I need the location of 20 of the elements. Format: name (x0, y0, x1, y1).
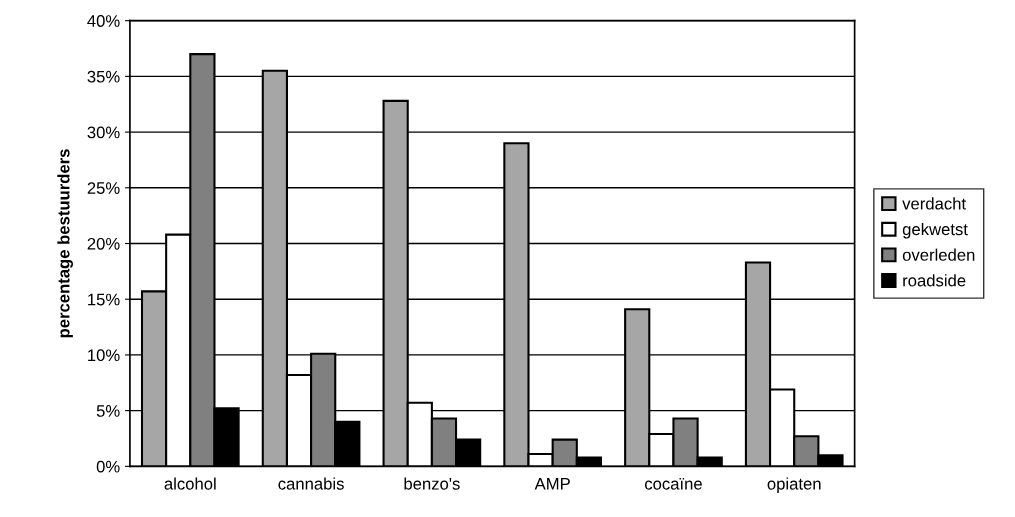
y-axis-title: percentage bestuurders (57, 149, 73, 338)
x-tick-label: AMP (534, 478, 570, 490)
legend-label: gekwetst (902, 222, 968, 239)
y-tick-label: 15% (88, 293, 120, 306)
y-tick-label: 25% (87, 182, 120, 194)
legend-label: roadside (903, 274, 966, 287)
y-tick-label: 20% (87, 237, 120, 250)
x-tick-label: opiaten (767, 477, 821, 493)
x-tick-label: benzo's (404, 477, 460, 490)
x-tick-label: alcohol (164, 477, 216, 490)
y-tick-label: 30% (87, 126, 120, 139)
legend-label: overleden (902, 248, 975, 261)
x-tick-label: cannabis (278, 477, 344, 490)
y-tick-label: 40% (87, 15, 120, 27)
y-tick-label: 0% (96, 460, 120, 473)
y-tick-label: 35% (87, 70, 120, 83)
y-tick-label: 10% (88, 349, 120, 362)
legend-label: verdacht (902, 197, 966, 210)
x-tick-label: cocaïne (644, 478, 702, 490)
y-tick-label: 5% (96, 405, 120, 417)
